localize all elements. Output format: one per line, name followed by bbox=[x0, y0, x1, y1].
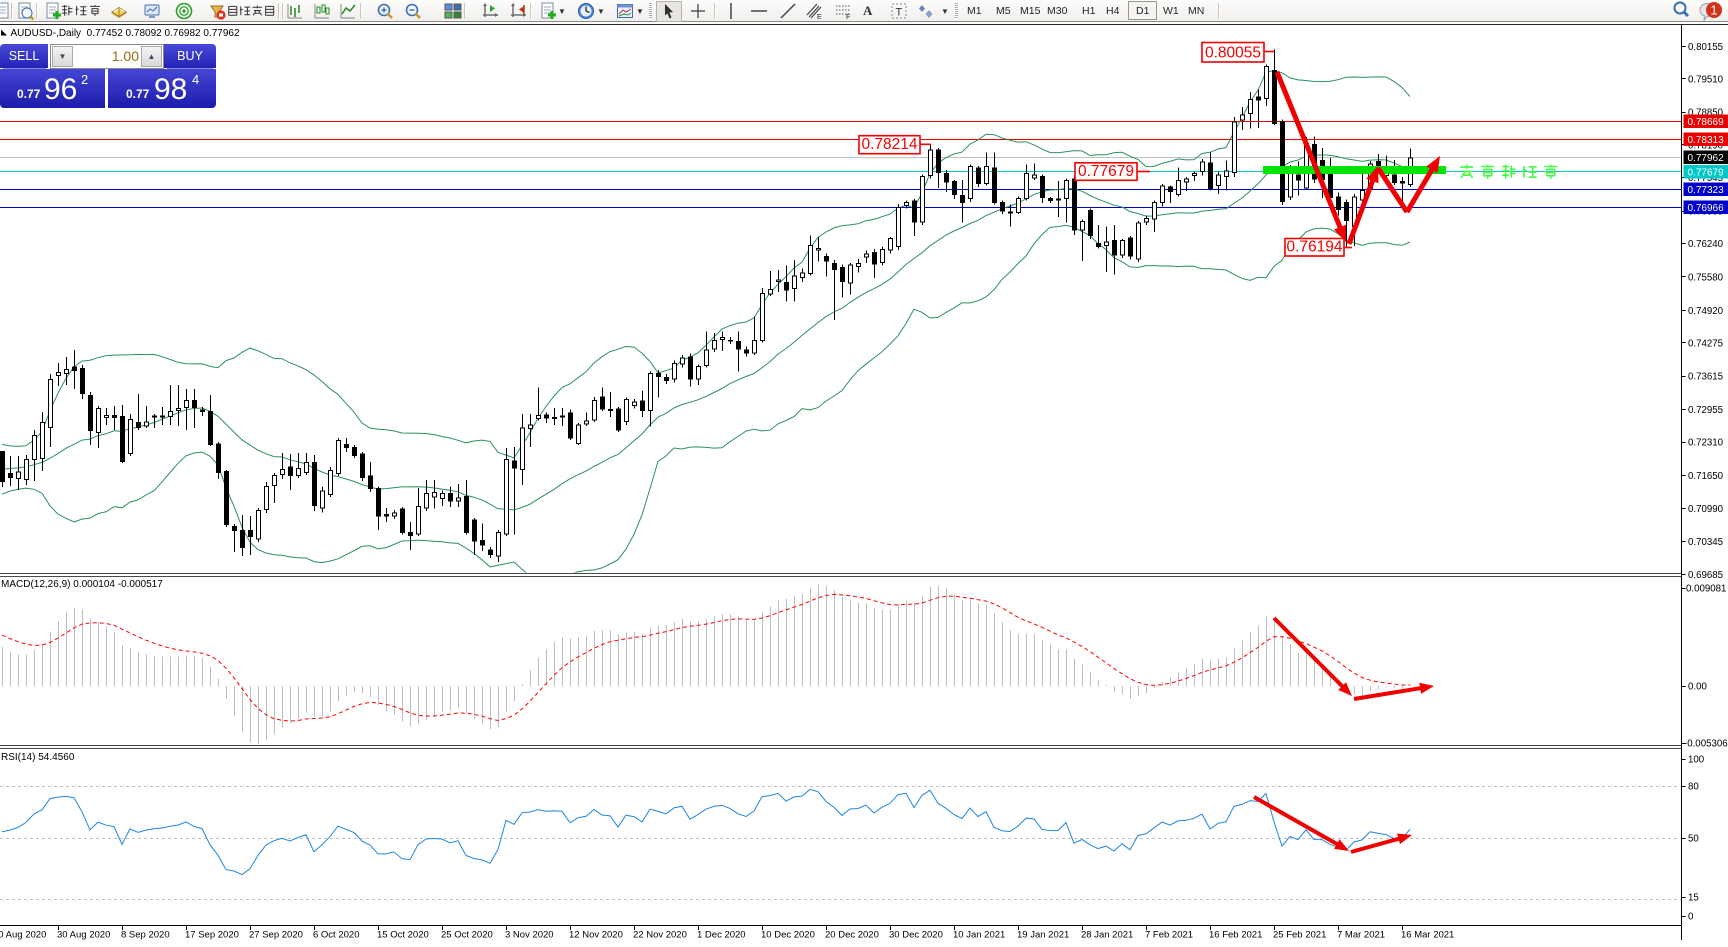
svg-text:0.80055: 0.80055 bbox=[1205, 45, 1261, 62]
svg-text:0.78850: 0.78850 bbox=[1688, 108, 1724, 119]
svg-text:0.76194: 0.76194 bbox=[1286, 239, 1342, 256]
svg-text:0.77679: 0.77679 bbox=[1688, 167, 1725, 178]
svg-text:20 Aug 2020: 20 Aug 2020 bbox=[0, 930, 46, 941]
svg-text:100: 100 bbox=[1688, 755, 1705, 766]
svg-text:0.78669: 0.78669 bbox=[1688, 117, 1725, 128]
svg-text:0.009081: 0.009081 bbox=[1686, 584, 1726, 595]
svg-text:15: 15 bbox=[1688, 893, 1699, 904]
svg-text:17 Sep 2020: 17 Sep 2020 bbox=[185, 930, 239, 941]
svg-text:30 Aug 2020: 30 Aug 2020 bbox=[57, 930, 110, 941]
svg-text:8 Sep 2020: 8 Sep 2020 bbox=[121, 930, 170, 941]
svg-text:16 Feb 2021: 16 Feb 2021 bbox=[1209, 930, 1262, 941]
svg-text:F: F bbox=[846, 14, 850, 20]
svg-text:10 Dec 2020: 10 Dec 2020 bbox=[761, 930, 815, 941]
svg-text:6 Oct 2020: 6 Oct 2020 bbox=[313, 930, 359, 941]
svg-text:0.77323: 0.77323 bbox=[1688, 185, 1725, 196]
svg-text:0.71650: 0.71650 bbox=[1688, 471, 1724, 482]
svg-text:0.74920: 0.74920 bbox=[1688, 306, 1724, 317]
svg-text:T: T bbox=[896, 7, 903, 19]
svg-text:7 Feb 2021: 7 Feb 2021 bbox=[1145, 930, 1193, 941]
svg-text:12 Nov 2020: 12 Nov 2020 bbox=[569, 930, 623, 941]
svg-text:0.72310: 0.72310 bbox=[1688, 438, 1724, 449]
svg-text:0.00: 0.00 bbox=[1688, 682, 1707, 693]
svg-text:-0.005306: -0.005306 bbox=[1684, 739, 1728, 750]
svg-text:1 Dec 2020: 1 Dec 2020 bbox=[697, 930, 746, 941]
svg-text:7 Mar 2021: 7 Mar 2021 bbox=[1337, 930, 1385, 941]
svg-text:1: 1 bbox=[1710, 3, 1717, 18]
svg-text:0.74275: 0.74275 bbox=[1688, 338, 1723, 349]
svg-text:0.75580: 0.75580 bbox=[1688, 272, 1724, 283]
svg-text:AUDUSD-,Daily 0.77452 0.78092: AUDUSD-,Daily 0.77452 0.78092 0.76982 0.… bbox=[11, 28, 240, 39]
svg-text:0.80155: 0.80155 bbox=[1688, 42, 1723, 53]
svg-text:0.70990: 0.70990 bbox=[1688, 504, 1724, 515]
svg-text:MACD(12,26,9) 0.000104 -0.0005: MACD(12,26,9) 0.000104 -0.000517 bbox=[1, 579, 163, 590]
svg-text:0.70345: 0.70345 bbox=[1688, 537, 1723, 548]
svg-text:16 Mar 2021: 16 Mar 2021 bbox=[1401, 930, 1454, 941]
svg-text:E: E bbox=[817, 14, 822, 20]
svg-text:0.78214: 0.78214 bbox=[861, 136, 917, 153]
svg-text:10 Jan 2021: 10 Jan 2021 bbox=[953, 930, 1005, 941]
svg-text:25 Feb 2021: 25 Feb 2021 bbox=[1273, 930, 1326, 941]
svg-text:0.69685: 0.69685 bbox=[1688, 570, 1723, 581]
svg-text:25 Oct 2020: 25 Oct 2020 bbox=[441, 930, 493, 941]
svg-text:0.78313: 0.78313 bbox=[1688, 135, 1725, 146]
svg-text:50: 50 bbox=[1688, 834, 1699, 845]
svg-text:22 Nov 2020: 22 Nov 2020 bbox=[633, 930, 687, 941]
svg-text:0: 0 bbox=[1688, 912, 1694, 923]
svg-text:30 Dec 2020: 30 Dec 2020 bbox=[889, 930, 943, 941]
svg-text:19 Jan 2021: 19 Jan 2021 bbox=[1017, 930, 1069, 941]
svg-text:27 Sep 2020: 27 Sep 2020 bbox=[249, 930, 303, 941]
svg-text:0.73615: 0.73615 bbox=[1688, 372, 1723, 383]
svg-text:0.72955: 0.72955 bbox=[1688, 405, 1723, 416]
svg-text:15 Oct 2020: 15 Oct 2020 bbox=[377, 930, 429, 941]
svg-text:0.76966: 0.76966 bbox=[1688, 203, 1725, 214]
svg-text:20 Dec 2020: 20 Dec 2020 bbox=[825, 930, 879, 941]
svg-text:3 Nov 2020: 3 Nov 2020 bbox=[505, 930, 554, 941]
svg-text:0.79510: 0.79510 bbox=[1688, 74, 1724, 85]
svg-text:80: 80 bbox=[1688, 782, 1699, 793]
svg-text:0.76240: 0.76240 bbox=[1688, 239, 1724, 250]
svg-text:0.77962: 0.77962 bbox=[1688, 153, 1725, 164]
svg-text:28 Jan 2021: 28 Jan 2021 bbox=[1081, 930, 1133, 941]
svg-text:RSI(14) 54.4560: RSI(14) 54.4560 bbox=[1, 752, 75, 763]
svg-text:0.77679: 0.77679 bbox=[1078, 163, 1134, 180]
